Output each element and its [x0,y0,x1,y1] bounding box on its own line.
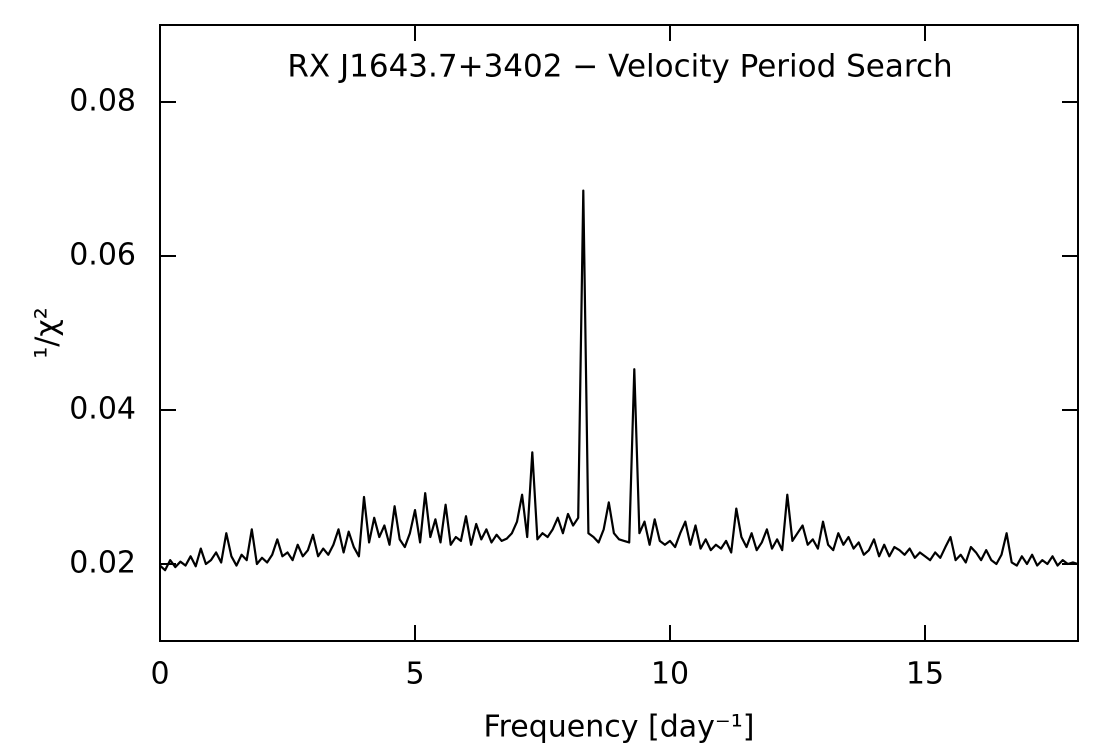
y-tick-label: 0.04 [69,392,136,427]
plot-frame [159,24,1079,642]
data-line [159,189,1079,572]
x-axis-label: Frequency [day⁻¹] [484,710,755,745]
y-tick-label: 0.08 [69,84,136,119]
y-axis-label: ¹/χ² [30,307,65,359]
chart-title: RX J1643.7+3402 − Velocity Period Search [287,49,952,85]
x-tick-label: 0 [150,657,169,692]
x-tick-label: 10 [651,657,689,692]
y-tick-label: 0.06 [69,238,136,273]
x-tick-label: 15 [906,657,944,692]
y-tick-label: 0.02 [69,546,136,581]
x-tick-label: 5 [405,657,424,692]
